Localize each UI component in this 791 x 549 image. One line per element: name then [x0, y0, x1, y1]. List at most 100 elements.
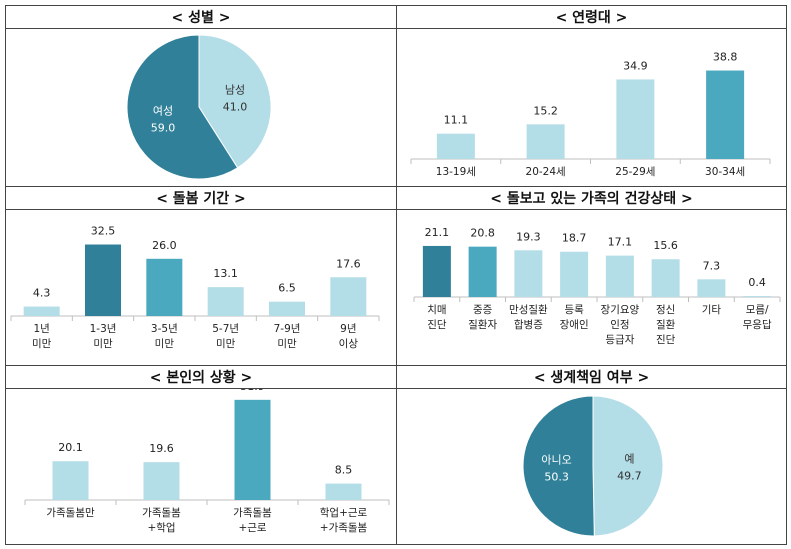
health-value-label-7: 0.4 — [748, 276, 766, 289]
health-category-label-0-1: 진단 — [427, 319, 447, 331]
breadwinner-slice-1 — [522, 395, 595, 537]
situation-category-label-1-1: +학업 — [147, 521, 175, 534]
health-bar-3 — [560, 251, 589, 297]
duration-bar-0 — [23, 306, 60, 316]
gender-slice-name-0: 남성 — [225, 84, 245, 97]
health-bar-1 — [468, 246, 497, 297]
situation-category-label-2-1: +근로 — [238, 522, 266, 534]
age-bar-0 — [436, 133, 475, 159]
health-value-label-1: 20.8 — [470, 227, 495, 240]
situation-bar-0 — [52, 461, 89, 500]
health-category-label-3-0: 등록 — [564, 304, 584, 316]
age-category-label-0-0: 13-19세 — [436, 166, 476, 178]
duration-title: < 돌봄 기간 > — [6, 187, 396, 210]
situation-bar-chart: 20.1 가족돌봄만 19.6 가족돌봄 +학업 51.9 가족돌봄 +근로 8.5 학업+근로 +… — [24, 389, 390, 534]
age-value-label-3: 38.8 — [713, 51, 738, 64]
age-value-label-0: 11.1 — [444, 114, 469, 127]
age-bar-1 — [526, 124, 565, 159]
duration-category-label-1-1: 미만 — [93, 338, 113, 350]
health-bar-5 — [651, 259, 680, 297]
health-category-label-4-2: 등급자 — [605, 334, 634, 346]
health-value-label-0: 21.1 — [425, 226, 450, 239]
health-category-label-2-0: 만성질환 — [509, 304, 548, 316]
breadwinner-slice-name-0: 예 — [624, 453, 634, 466]
duration-bar-4 — [269, 301, 305, 316]
age-title: < 연령대 > — [397, 6, 786, 29]
health-bar-4 — [605, 255, 634, 297]
duration-category-label-2-1: 미만 — [155, 338, 175, 350]
health-value-label-6: 7.3 — [703, 259, 721, 272]
gender-slice-value-1: 59.0 — [151, 121, 176, 134]
situation-category-label-0-0: 가족돌봄만 — [46, 507, 95, 519]
health-category-label-3-1: 장애인 — [560, 319, 589, 331]
situation-category-label-3-0: 학업+근로 — [320, 506, 368, 519]
situation-bar-2 — [234, 399, 271, 500]
duration-bar-5 — [330, 277, 367, 316]
breadwinner-slice-value-1: 50.3 — [544, 470, 569, 483]
age-value-label-2: 34.9 — [623, 59, 648, 72]
health-category-label-1-1: 질환자 — [468, 319, 497, 331]
health-title: < 돌보고 있는 가족의 건강상태 > — [397, 187, 786, 210]
duration-category-label-0-0: 1년 — [33, 323, 49, 335]
duration-value-label-4: 6.5 — [278, 282, 296, 295]
gender-slice-value-0: 41.0 — [223, 101, 248, 114]
situation-category-label-1-0: 가족돌봄 — [142, 507, 181, 519]
gender-pie-chart: 남성 41.0 여성 59.0 — [126, 34, 272, 180]
age-panel: < 연령대 > 11.1 13-19세 15.2 20-24세 34.9 25-29세 38… — [396, 5, 787, 187]
gender-title: < 성별 > — [6, 6, 396, 29]
health-bar-7 — [743, 296, 772, 297]
health-bar-2 — [514, 250, 543, 297]
duration-category-label-5-0: 9년 — [340, 323, 356, 335]
situation-bar-1 — [143, 462, 180, 500]
duration-bar-3 — [207, 287, 244, 316]
health-value-label-4: 17.1 — [608, 236, 633, 249]
gender-slice-name-1: 여성 — [153, 104, 173, 117]
breadwinner-pie-chart: 예 49.7 아니오 50.3 — [522, 395, 664, 537]
health-value-label-3: 18.7 — [562, 232, 587, 245]
health-category-label-1-0: 중증 — [473, 304, 493, 316]
duration-value-label-3: 13.1 — [213, 267, 238, 280]
breadwinner-slice-name-1: 아니오 — [541, 453, 571, 466]
situation-title: < 본인의 상황 > — [6, 366, 396, 389]
duration-value-label-2: 26.0 — [152, 239, 177, 252]
duration-category-label-1-0: 1-3년 — [90, 323, 117, 335]
duration-category-label-4-1: 미만 — [277, 338, 297, 350]
duration-category-label-4-0: 7-9년 — [274, 323, 301, 335]
health-category-label-5-1: 질환 — [656, 319, 676, 331]
age-category-label-3-0: 30-34세 — [705, 166, 745, 178]
duration-value-label-0: 4.3 — [33, 287, 51, 300]
health-category-label-0-0: 치매 — [427, 304, 446, 316]
health-value-label-2: 19.3 — [516, 230, 541, 243]
duration-category-label-3-1: 미만 — [216, 338, 236, 350]
age-category-label-2-0: 25-29세 — [615, 166, 655, 178]
health-category-label-4-1: 인정 — [610, 319, 629, 331]
health-bar-6 — [697, 279, 726, 297]
health-category-label-7-0: 모름/ — [746, 304, 769, 316]
situation-value-label-0: 20.1 — [58, 441, 83, 454]
health-value-label-5: 15.6 — [653, 239, 678, 252]
breadwinner-title: < 생계책임 여부 > — [397, 366, 786, 389]
health-category-label-6-0: 기타 — [702, 304, 722, 316]
situation-value-label-2: 51.9 — [240, 389, 265, 393]
breadwinner-slice-0 — [592, 395, 664, 537]
age-value-label-1: 15.2 — [533, 104, 558, 117]
situation-category-label-3-1: +가족돌봄 — [320, 522, 368, 534]
gender-panel: < 성별 > 남성 41.0 여성 59.0 — [5, 5, 397, 187]
age-bar-chart: 11.1 13-19세 15.2 20-24세 34.9 25-29세 38.8 30-34세 — [410, 51, 771, 178]
situation-panel: < 본인의 상황 > 20.1 가족돌봄만 19.6 가족돌봄 +학업 51.9 가족돌봄 +… — [5, 365, 397, 545]
duration-category-label-2-0: 3-5년 — [151, 323, 178, 335]
duration-value-label-5: 17.6 — [336, 257, 361, 270]
gender-slice-1 — [126, 34, 239, 180]
health-category-label-4-0: 장기요양 — [601, 304, 640, 316]
duration-category-label-5-1: 이상 — [339, 338, 359, 350]
age-category-label-1-0: 20-24세 — [526, 166, 566, 178]
situation-value-label-1: 19.6 — [149, 442, 174, 455]
duration-bar-1 — [85, 244, 121, 316]
duration-value-label-1: 32.5 — [91, 225, 116, 238]
breadwinner-panel: < 생계책임 여부 > 예 49.7 아니오 50.3 — [396, 365, 787, 545]
age-bar-3 — [706, 70, 745, 159]
duration-bar-2 — [146, 258, 183, 316]
